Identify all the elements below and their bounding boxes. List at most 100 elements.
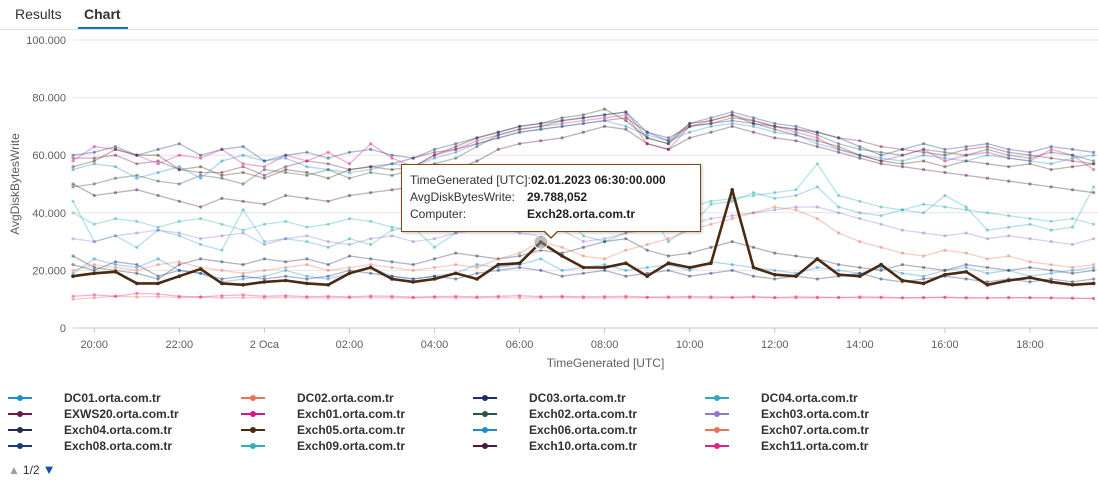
series-point (475, 159, 479, 163)
series-point (1070, 153, 1075, 157)
series-line[interactable] (72, 111, 1094, 188)
legend-item[interactable]: DC04.orta.com.tr (705, 390, 858, 406)
series-point (135, 265, 139, 270)
legend-item[interactable]: Exch03.orta.com.tr (705, 406, 869, 422)
series-point (794, 124, 798, 128)
series-point (773, 121, 777, 126)
series-line[interactable] (72, 111, 1094, 162)
series-line[interactable] (72, 108, 1094, 179)
legend-item[interactable]: DC02.orta.com.tr (241, 390, 394, 406)
series-point (432, 257, 437, 261)
series-point (177, 219, 181, 223)
series-point (113, 234, 118, 238)
series-point (1070, 296, 1075, 300)
x-tick-label: 16:00 (931, 339, 959, 351)
series-point (1070, 159, 1075, 163)
series-point (879, 214, 883, 218)
legend-item[interactable]: Exch05.orta.com.tr (241, 422, 405, 438)
y-tick-label: 0 (60, 323, 66, 335)
series-point (390, 162, 394, 166)
series-line[interactable] (72, 125, 1094, 208)
legend-item[interactable]: DC01.orta.com.tr (8, 390, 161, 406)
series-point (900, 228, 905, 232)
series-point (751, 211, 756, 215)
series-point (369, 165, 373, 169)
series-point (1070, 217, 1075, 221)
series-line[interactable] (73, 117, 1094, 177)
series-point (156, 257, 160, 261)
series-point (837, 136, 841, 140)
series-point (645, 136, 649, 140)
series-line[interactable] (72, 119, 1094, 179)
series-point (794, 133, 798, 137)
series-point (71, 297, 75, 301)
series-point (943, 268, 947, 272)
series-line[interactable] (72, 206, 1094, 246)
legend-item[interactable]: DC03.orta.com.tr (473, 390, 626, 406)
series-point (496, 268, 500, 272)
legend-item[interactable]: Exch09.orta.com.tr (241, 438, 405, 454)
series-line[interactable] (72, 292, 1094, 300)
page-up-icon[interactable]: ▲ (8, 462, 20, 477)
series-point (135, 245, 139, 249)
legend-item[interactable]: Exch11.orta.com.tr (705, 438, 868, 454)
legend-item[interactable]: EXWS20.orta.com.tr (8, 406, 179, 422)
series-line[interactable] (72, 206, 1094, 274)
series-point (603, 257, 607, 261)
series-point (773, 127, 777, 131)
series-point (645, 130, 649, 134)
series-point (539, 121, 543, 126)
tab-results[interactable]: Results (15, 6, 62, 22)
series-point (985, 162, 990, 166)
legend-item[interactable]: Exch07.orta.com.tr (705, 422, 869, 438)
series-point (305, 159, 309, 163)
series-point (624, 237, 628, 241)
series-point (262, 222, 266, 226)
series-point (794, 127, 798, 131)
series-line[interactable] (72, 114, 1095, 171)
series-point (1028, 295, 1032, 300)
series-line[interactable] (72, 261, 1094, 283)
series-point (560, 119, 564, 123)
series-point (432, 147, 437, 151)
legend-item[interactable]: Exch04.orta.com.tr (8, 422, 172, 438)
legend-item[interactable]: Exch02.orta.com.tr (473, 406, 637, 422)
series-point (156, 162, 160, 166)
series-point (262, 159, 266, 163)
series-point (666, 136, 671, 140)
series-point (241, 231, 245, 235)
tab-chart[interactable]: Chart (84, 6, 121, 22)
series-point (71, 199, 75, 203)
legend-label: Exch09.orta.com.tr (297, 439, 406, 453)
series-point (900, 263, 905, 267)
highlighted-series-point (220, 281, 224, 286)
series-point (730, 113, 734, 117)
series-point (220, 296, 224, 300)
series-point (369, 237, 373, 241)
series-point (220, 173, 224, 177)
legend-item[interactable]: Exch08.orta.com.tr (8, 438, 172, 454)
series-point (199, 242, 203, 247)
series-point (560, 268, 564, 272)
series-point (220, 294, 224, 298)
series-point (135, 153, 139, 157)
legend-marker-icon (17, 427, 23, 433)
series-point (879, 277, 883, 281)
series-point (135, 231, 139, 235)
legend-item[interactable]: Exch01.orta.com.tr (241, 406, 405, 422)
series-line[interactable] (72, 186, 1095, 251)
series-point (241, 277, 245, 281)
legend-item[interactable]: Exch06.orta.com.tr (473, 422, 637, 438)
series-point (156, 193, 160, 198)
series-line[interactable] (72, 238, 1094, 280)
series-point (773, 136, 777, 140)
series-point (454, 142, 458, 146)
series-point (624, 268, 628, 272)
series-point (475, 136, 479, 140)
legend-item[interactable]: Exch10.orta.com.tr (473, 438, 637, 454)
page-down-icon[interactable]: ▼ (42, 462, 56, 477)
series-point (1049, 240, 1053, 244)
page-indicator: 1/2 (22, 462, 40, 477)
series-point (496, 295, 500, 300)
series-line[interactable] (72, 295, 1094, 300)
